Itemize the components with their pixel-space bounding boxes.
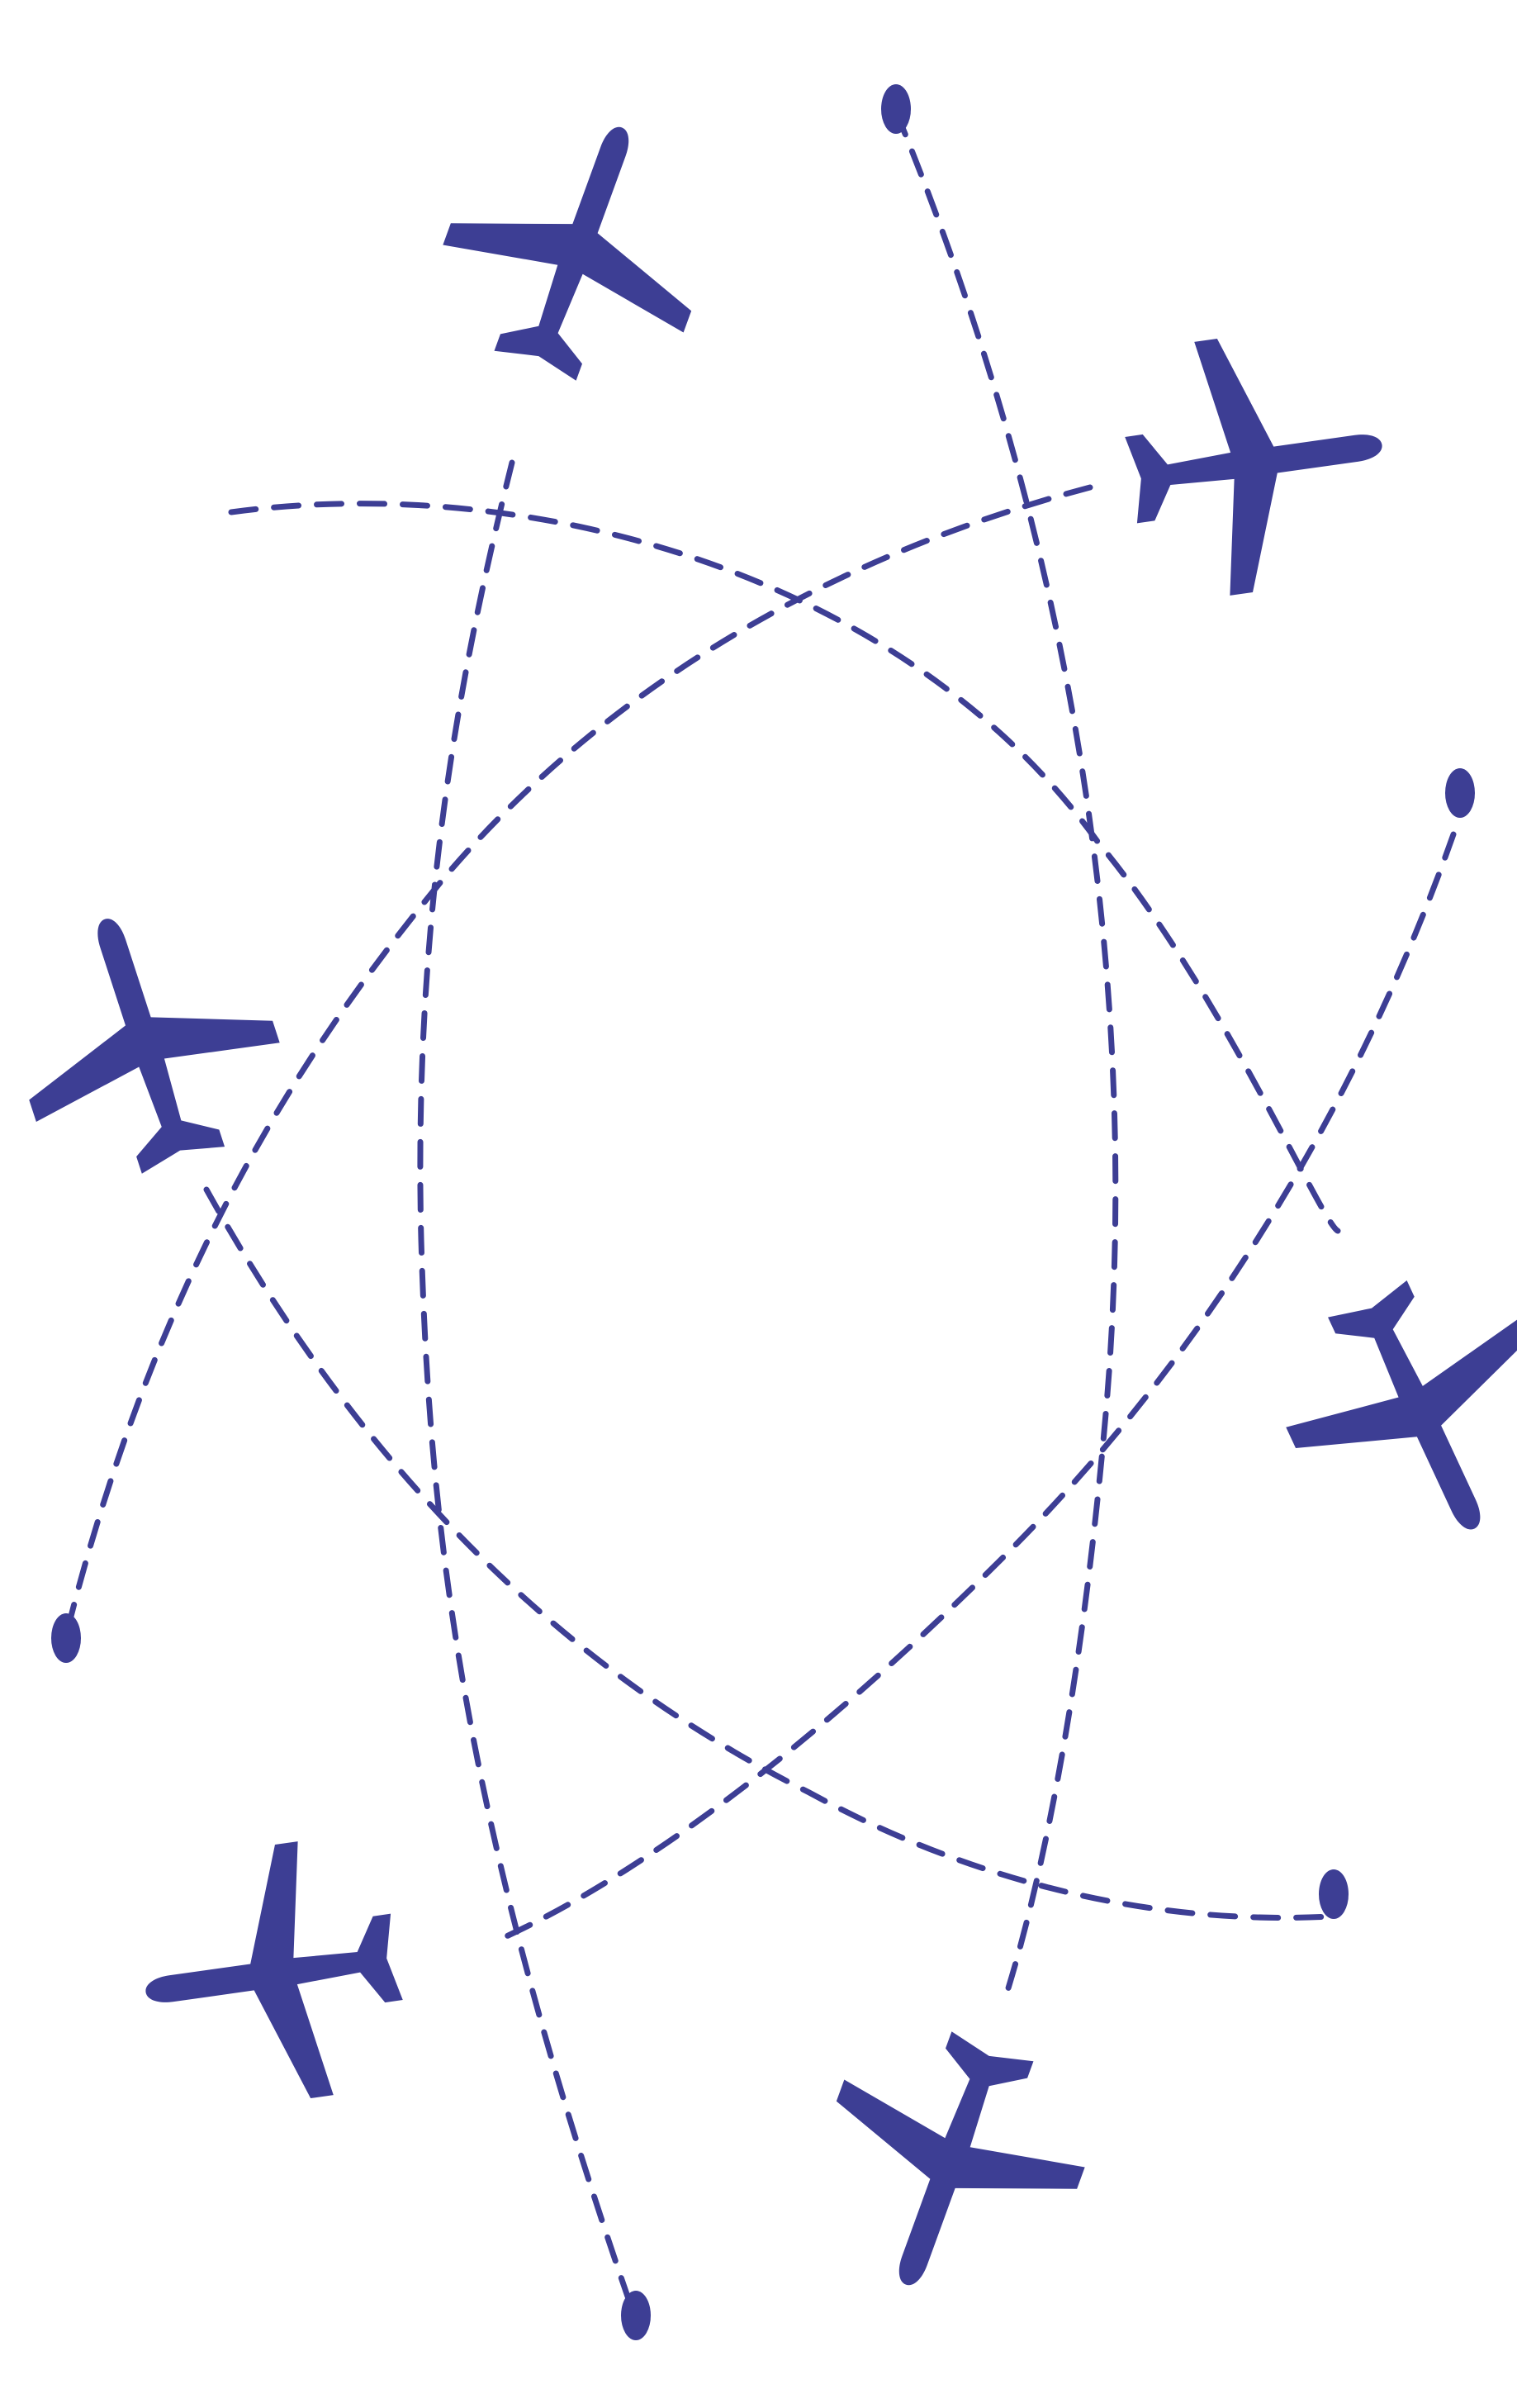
airplane-icon xyxy=(1113,317,1401,607)
route-endpoint-icon xyxy=(1445,768,1475,818)
dashed-flight-route-5 xyxy=(492,831,1457,1945)
dashed-flight-route-1 xyxy=(228,501,1341,1234)
route-endpoints xyxy=(51,84,1475,2340)
dashed-flight-route-6 xyxy=(203,1186,1333,1921)
route-endpoint-icon xyxy=(51,1613,81,1663)
dashed-flight-route-2 xyxy=(63,484,1093,1639)
airplane-icon xyxy=(785,2002,1113,2329)
flight-routes xyxy=(63,108,1457,2300)
airplane-icon xyxy=(0,879,306,1200)
dashed-flight-route-3 xyxy=(893,108,1119,1994)
airplane-icon xyxy=(1251,1244,1517,1583)
dashed-flight-route-4 xyxy=(417,459,631,2300)
route-endpoint-icon xyxy=(621,2291,651,2340)
airplane-icon xyxy=(415,83,742,410)
route-endpoint-icon xyxy=(881,84,911,134)
airplane-icon xyxy=(127,1830,415,2120)
route-endpoint-icon xyxy=(1319,1869,1349,1919)
